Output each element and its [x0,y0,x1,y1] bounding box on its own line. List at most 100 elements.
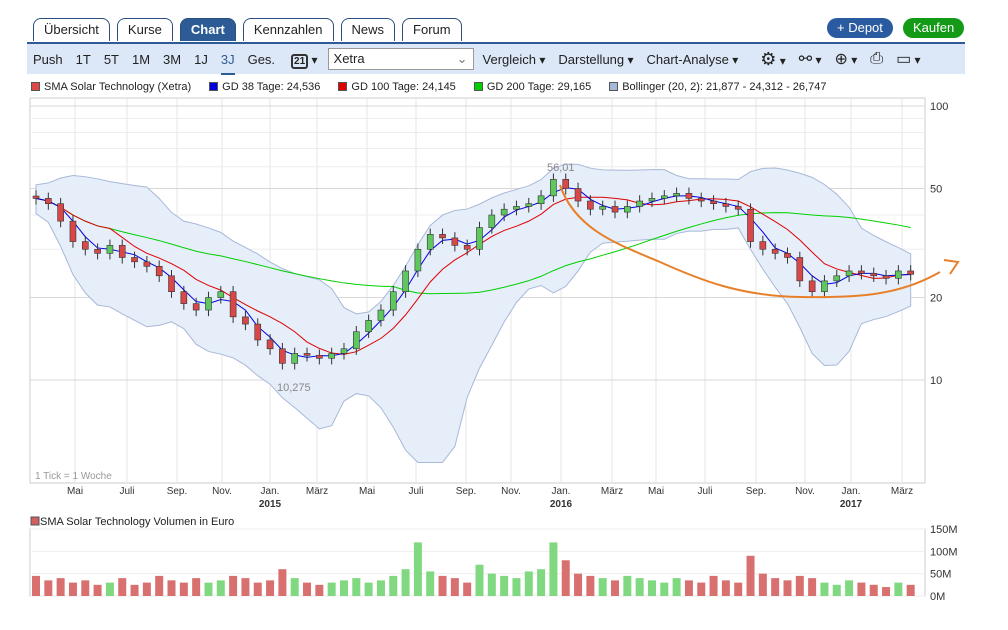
x-tick-label: Juli [408,486,423,497]
range-1j[interactable]: 1J [194,51,208,67]
x-year-label: 2017 [840,499,863,510]
indicators-icon[interactable]: ⚯ [799,49,822,69]
tab-news[interactable]: News [340,18,396,41]
legend-gd38: GD 38 Tage: 24,536 [209,81,320,93]
volume-bar [93,584,102,596]
volume-bar [241,578,250,596]
candle [500,208,508,216]
candle [389,291,397,311]
volume-bar [586,575,595,596]
print-icon[interactable]: ⎙ [870,50,884,67]
volume-bar [463,582,472,596]
range-push[interactable]: Push [33,51,63,67]
volume-bar [524,571,533,596]
volume-bar [561,560,570,596]
range-5t[interactable]: 5T [103,51,119,67]
volume-bar [426,571,435,596]
candle [476,227,483,250]
volume-bar [709,575,718,596]
gd38-line [35,187,911,358]
x-tick-label: Jan. [842,486,861,497]
candle [32,195,40,199]
range-3j[interactable]: 3J [220,51,235,75]
range-ges[interactable]: Ges. [247,51,276,67]
zoom-in-icon[interactable]: ⊕ [835,49,858,69]
range-3m[interactable]: 3M [163,51,182,67]
gd200-line [35,197,911,295]
candle [229,291,237,318]
y-tick-label: 50 [930,183,942,195]
volume-bar [315,584,324,596]
volume-bar [327,582,336,596]
candle [882,275,890,279]
add-depot-button[interactable]: + Depot [827,18,893,38]
exchange-select[interactable]: Xetra ⌄ [327,48,474,70]
range-1t[interactable]: 1T [75,51,91,67]
candle [205,297,212,311]
volume-bar [376,580,385,596]
legend-bollinger: Bollinger (20, 2): 21,877 - 24,312 - 26,… [609,81,826,93]
settings-gear-icon[interactable]: ⚙ [760,49,786,70]
volume-bar [549,542,558,596]
x-tick-label: Nov. [212,486,232,497]
volume-bar [672,578,681,596]
vergleich-menu[interactable]: Vergleich [483,52,546,67]
volume-bar [611,580,620,596]
x-tick-label: Mai [648,486,664,497]
candle [636,200,643,207]
candle [217,291,225,298]
volume-bar [81,580,90,596]
volume-bar [253,582,262,596]
save-icon[interactable]: ▭ [896,49,920,69]
calendar-icon: 21 [291,53,309,69]
candle [574,188,582,202]
range-1m[interactable]: 1M [131,51,151,67]
y-tick-label: 10 [930,375,942,387]
volume-bar [882,587,891,596]
volume-legend-swatch [30,516,40,526]
tab-kennzahlen[interactable]: Kennzahlen [242,18,334,41]
volume-bar [820,582,829,596]
candle [155,265,163,277]
volume-bar [500,575,509,596]
candle [488,214,496,228]
chart-analyse-menu[interactable]: Chart-Analyse [647,52,739,67]
x-tick-label: März [891,486,913,497]
darstellung-menu[interactable]: Darstellung [558,52,633,67]
candle [685,193,693,199]
volume-bar [894,582,903,596]
high-label: 56,01 [547,162,575,174]
candle [796,257,804,282]
candle [303,353,311,356]
volume-tick-label: 50M [930,569,951,581]
candle [266,339,274,350]
volume-bar [721,580,730,596]
trend-annotation-arc [559,184,941,299]
tab-uebersicht[interactable]: Übersicht [33,18,110,41]
exchange-value: Xetra [333,51,365,66]
volume-bar [192,578,201,596]
volume-bar [795,575,804,596]
bollinger-band [35,163,912,463]
volume-title: SMA Solar Technology Volumen in Euro [40,516,234,528]
candle [624,206,631,213]
tab-chart[interactable]: Chart [179,18,236,41]
candle [722,203,730,207]
candle [525,203,533,207]
x-year-label: 2016 [550,499,573,510]
candle [365,320,372,333]
plot-frame [29,97,926,484]
candle [143,261,151,267]
candle [291,353,299,364]
volume-bar [155,575,164,596]
buy-button[interactable]: Kaufen [903,18,965,38]
calendar-button[interactable]: 21 [291,52,317,69]
candle [870,273,878,277]
candle [845,270,853,277]
x-tick-label: Nov. [501,486,521,497]
chevron-down-icon: ⌄ [456,51,468,66]
tab-forum[interactable]: Forum [402,18,462,41]
candle [673,193,680,197]
tab-kurse[interactable]: Kurse [116,18,173,41]
